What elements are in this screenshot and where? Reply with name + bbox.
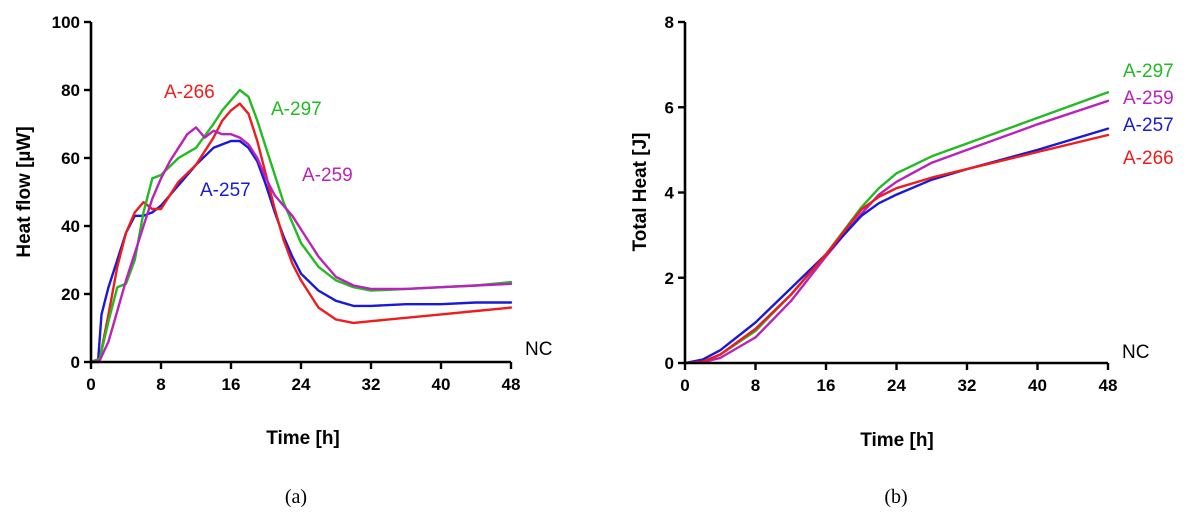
heat-flow-y-tick-label: 0 [71,353,80,372]
total-heat-x-tick-label: 24 [887,376,906,395]
heat-flow-x-tick-label: 0 [86,375,95,394]
total-heat-line-a-297 [683,91,1110,365]
total-heat-label-a-259: A-259 [1123,88,1174,109]
heat-flow-nc-label: NC [525,339,552,360]
heat-flow-x-tick-label: 16 [222,375,241,394]
total-heat-y-tick-label: 2 [665,269,674,288]
total-heat-x-tick-label: 8 [751,376,760,395]
heat-flow-label-a-266: A-266 [164,82,215,103]
total-heat-y-axis-title: Total Heat [J] [630,133,651,252]
heat-flow-x-axis-title: Time [h] [266,428,340,449]
heat-flow-y-tick-label: 80 [61,81,80,100]
total-heat-nc-label: NC [1122,342,1149,363]
total-heat-label-a-266: A-266 [1123,148,1174,169]
caption-b: (b) [884,486,907,508]
heat-flow-y-tick-label: 40 [61,217,80,236]
total-heat-x-tick-label: 40 [1028,376,1047,395]
heat-flow-x-tick-label: 8 [156,375,165,394]
heat-flow-label-a-257: A-257 [200,180,251,201]
heat-flow-x-tick-label: 24 [292,375,311,394]
total-heat-label-a-297: A-297 [1123,61,1174,82]
heat-flow-y-ticks: 0 20 40 60 80 100 [52,13,91,372]
heat-flow-line-a-257 [89,139,513,364]
total-heat-y-tick-label: 4 [665,184,675,203]
total-heat-x-axis-title: Time [h] [860,430,934,451]
heat-flow-x-tick-label: 32 [362,375,381,394]
heat-flow-series [89,88,513,364]
heat-flow-y-axis-title: Heat flow [µW] [14,126,35,257]
total-heat-y-tick-label: 0 [665,354,674,373]
caption-a: (a) [285,486,307,508]
heat-flow-x-tick-label: 48 [502,375,521,394]
heat-flow-label-a-259: A-259 [302,165,353,186]
heat-flow-line-a-266 [89,102,513,364]
total-heat-y-tick-label: 6 [665,98,674,117]
heat-flow-y-tick-label: 60 [61,149,80,168]
total-heat-x-tick-label: 32 [958,376,977,395]
total-heat-line-a-257 [683,127,1110,365]
total-heat-x-tick-label: 0 [680,376,689,395]
total-heat-line-a-266 [683,133,1110,365]
heat-flow-chart: 0 20 40 60 80 100 0 8 16 24 32 40 48 Heat flow [µW]… [14,13,552,508]
heat-flow-x-ticks: 0 8 16 24 32 40 48 [86,362,520,394]
heat-flow-label-a-297: A-297 [271,99,322,120]
heat-flow-line-a-297 [89,88,513,364]
total-heat-x-tick-label: 16 [817,376,836,395]
total-heat-axes [683,22,1108,365]
total-heat-y-ticks: 0 2 4 6 8 [665,13,685,373]
heat-flow-y-tick-label: 20 [61,285,80,304]
total-heat-x-tick-label: 48 [1099,376,1118,395]
total-heat-line-a-259 [683,99,1110,365]
total-heat-series [683,91,1110,365]
total-heat-x-ticks: 0 8 16 24 32 40 48 [680,363,1117,395]
heat-flow-x-tick-label: 40 [432,375,451,394]
total-heat-y-tick-label: 8 [665,13,674,32]
total-heat-label-a-257: A-257 [1123,115,1174,136]
heat-flow-line-a-259 [89,126,513,364]
heat-flow-y-tick-label: 100 [52,13,80,32]
